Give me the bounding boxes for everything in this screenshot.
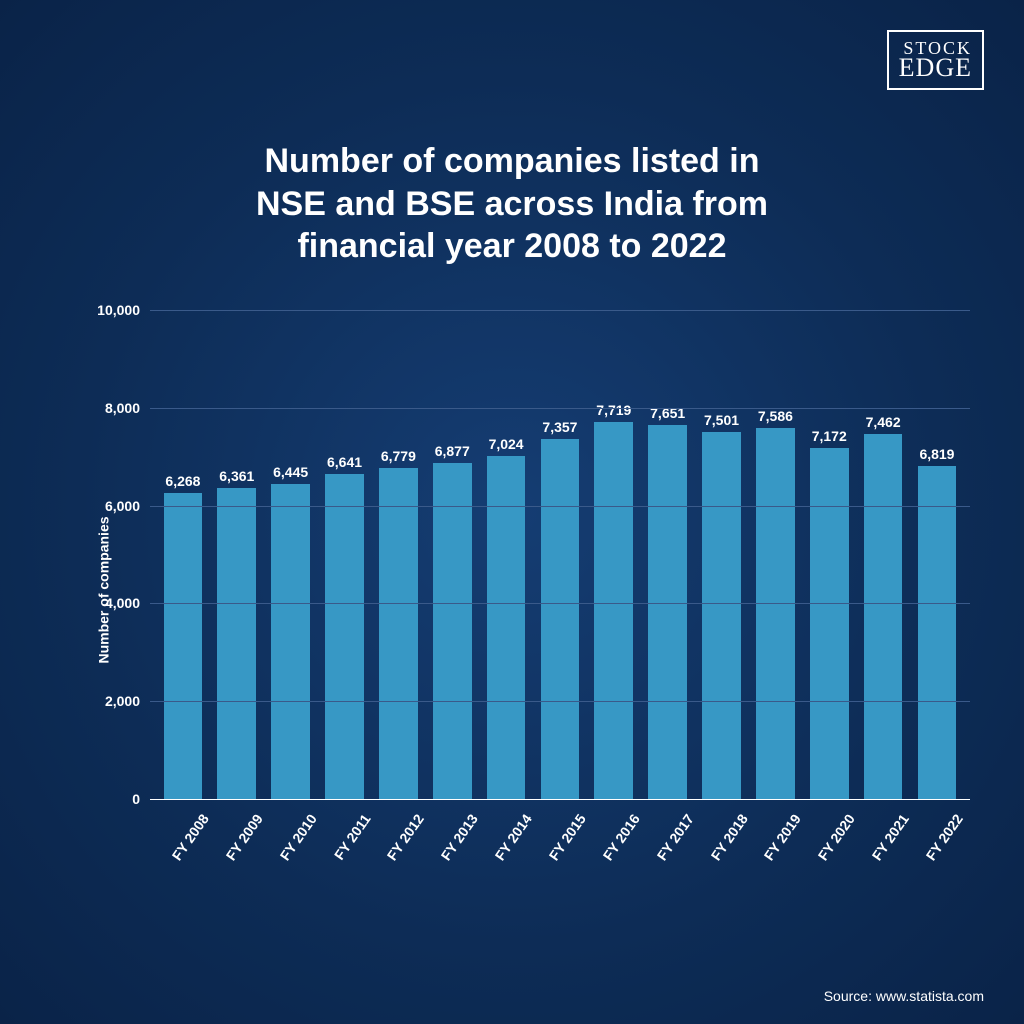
chart-container: Number of companies 6,268FY 20086,361FY … [90, 310, 970, 870]
gridline [150, 701, 970, 702]
x-tick-label: FY 2012 [384, 811, 427, 863]
bar-value-label: 6,445 [273, 464, 308, 480]
chart-title: Number of companies listed inNSE and BSE… [0, 140, 1024, 268]
bar-column: 7,357FY 2015 [533, 310, 587, 799]
bar-column: 6,641FY 2011 [318, 310, 372, 799]
bar [379, 468, 418, 799]
bar-column: 7,651FY 2017 [641, 310, 695, 799]
x-tick-label: FY 2009 [222, 811, 265, 863]
bar-value-label: 7,172 [812, 428, 847, 444]
bars-container: 6,268FY 20086,361FY 20096,445FY 20106,64… [150, 310, 970, 799]
gridline [150, 603, 970, 604]
bar [702, 432, 741, 799]
bar-value-label: 6,779 [381, 448, 416, 464]
x-tick-label: FY 2018 [707, 811, 750, 863]
gridline [150, 408, 970, 409]
bar-column: 7,462FY 2021 [856, 310, 910, 799]
bar-column: 7,501FY 2018 [695, 310, 749, 799]
bar-column: 7,024FY 2014 [479, 310, 533, 799]
bar-value-label: 6,268 [165, 473, 200, 489]
bar-column: 6,877FY 2013 [425, 310, 479, 799]
y-tick-label: 0 [132, 791, 140, 807]
bar-value-label: 7,024 [489, 436, 524, 452]
bar [648, 425, 687, 799]
x-tick-label: FY 2014 [492, 811, 535, 863]
bar-value-label: 6,877 [435, 443, 470, 459]
bar-column: 6,779FY 2012 [371, 310, 425, 799]
bar-column: 7,719FY 2016 [587, 310, 641, 799]
bar [918, 466, 957, 799]
x-tick-label: FY 2013 [438, 811, 481, 863]
x-tick-label: FY 2021 [869, 811, 912, 863]
x-tick-label: FY 2019 [761, 811, 804, 863]
bar [325, 474, 364, 799]
x-tick-label: FY 2010 [276, 811, 319, 863]
bar-value-label: 7,357 [542, 419, 577, 435]
bar [594, 422, 633, 799]
bar-value-label: 7,501 [704, 412, 739, 428]
plot-area: 6,268FY 20086,361FY 20096,445FY 20106,64… [150, 310, 970, 800]
bar-column: 6,268FY 2008 [156, 310, 210, 799]
bar [541, 439, 580, 799]
x-tick-label: FY 2016 [599, 811, 642, 863]
bar-column: 6,819FY 2022 [910, 310, 964, 799]
y-axis-label: Number of companies [96, 516, 112, 663]
y-tick-label: 2,000 [105, 693, 140, 709]
y-tick-label: 6,000 [105, 498, 140, 514]
stockedge-logo: STOCK EDGE [887, 30, 984, 90]
bar [864, 434, 903, 799]
bar-column: 7,586FY 2019 [748, 310, 802, 799]
x-tick-label: FY 2011 [330, 811, 373, 863]
bar [217, 488, 256, 799]
x-tick-label: FY 2015 [546, 811, 589, 863]
bar-column: 6,361FY 2009 [210, 310, 264, 799]
bar-value-label: 7,586 [758, 408, 793, 424]
x-tick-label: FY 2020 [815, 811, 858, 863]
y-tick-label: 4,000 [105, 595, 140, 611]
bar [271, 484, 310, 799]
logo-line2: EDGE [899, 56, 972, 79]
y-tick-label: 8,000 [105, 400, 140, 416]
bar [810, 448, 849, 799]
gridline [150, 506, 970, 507]
bar-value-label: 6,819 [919, 446, 954, 462]
bar [433, 463, 472, 799]
bar-value-label: 7,462 [866, 414, 901, 430]
gridline [150, 310, 970, 311]
bar [487, 456, 526, 799]
x-tick-label: FY 2008 [169, 811, 212, 863]
x-tick-label: FY 2022 [923, 811, 966, 863]
y-tick-label: 10,000 [97, 302, 140, 318]
bar-value-label: 6,361 [219, 468, 254, 484]
source-attribution: Source: www.statista.com [824, 988, 984, 1004]
bar-column: 7,172FY 2020 [802, 310, 856, 799]
bar-value-label: 7,719 [596, 402, 631, 418]
bar-column: 6,445FY 2010 [264, 310, 318, 799]
bar [164, 493, 203, 800]
bar [756, 428, 795, 799]
x-tick-label: FY 2017 [653, 811, 696, 863]
bar-value-label: 6,641 [327, 454, 362, 470]
